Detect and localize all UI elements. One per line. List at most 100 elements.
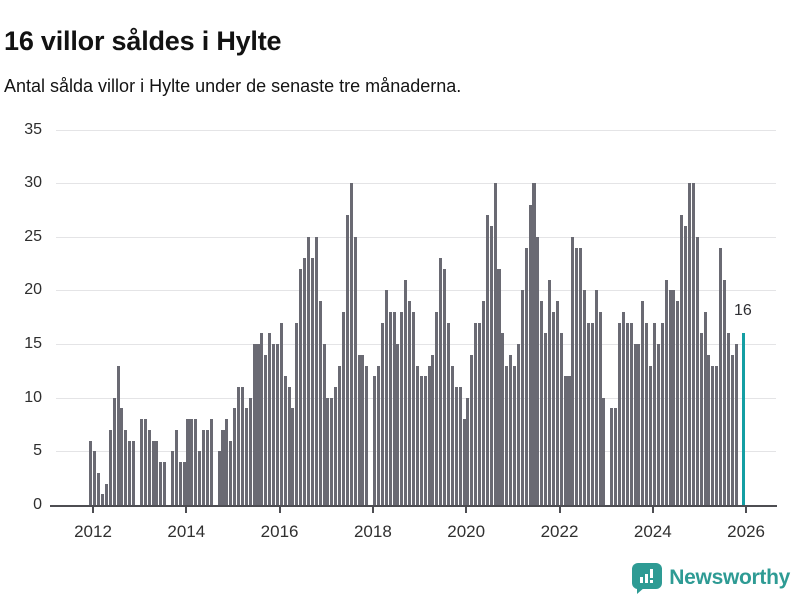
bar <box>513 365 517 505</box>
gridline <box>56 290 776 292</box>
bar <box>283 376 287 505</box>
bar <box>349 183 353 505</box>
bar <box>264 354 268 505</box>
bar <box>112 397 116 505</box>
bar <box>583 290 587 505</box>
bar <box>299 269 303 505</box>
bar <box>151 440 155 505</box>
bar <box>524 247 528 505</box>
bar <box>544 333 548 505</box>
x-tick <box>371 507 374 513</box>
bar <box>310 258 314 505</box>
bar <box>217 451 221 505</box>
bar <box>454 387 458 505</box>
bar <box>481 301 485 505</box>
bar <box>190 419 194 505</box>
bar <box>470 354 474 505</box>
bar <box>610 408 614 505</box>
bar <box>100 494 104 505</box>
bar <box>691 183 695 505</box>
bar <box>268 333 272 505</box>
x-tick-label: 2018 <box>353 522 392 541</box>
bar <box>489 226 493 505</box>
bar <box>396 344 400 505</box>
bar <box>295 322 299 505</box>
bar <box>318 301 322 505</box>
bar <box>392 311 396 505</box>
bar <box>532 183 536 505</box>
bar <box>579 247 583 505</box>
gridline <box>56 236 776 238</box>
bar <box>485 215 489 505</box>
bar <box>559 333 563 505</box>
bar <box>408 301 412 505</box>
bar <box>509 354 513 505</box>
bar <box>645 322 649 505</box>
bar <box>174 429 178 505</box>
bar <box>221 429 225 505</box>
bar <box>124 429 128 505</box>
bar <box>621 311 625 505</box>
bar <box>411 311 415 505</box>
bar <box>202 429 206 505</box>
x-axis-line <box>50 505 777 507</box>
bar <box>699 333 703 505</box>
x-tick <box>465 507 468 513</box>
bar <box>450 365 454 505</box>
x-tick <box>278 507 281 513</box>
bar <box>260 333 264 505</box>
bar <box>159 462 163 505</box>
bar <box>695 236 699 505</box>
bar <box>668 290 672 505</box>
bar <box>97 472 101 505</box>
bar <box>637 344 641 505</box>
bar <box>462 419 466 505</box>
bar <box>326 397 330 505</box>
bar <box>594 290 598 505</box>
bar <box>466 397 470 505</box>
bar <box>376 365 381 505</box>
bar <box>89 440 93 505</box>
bar <box>567 376 571 505</box>
bar <box>649 365 653 505</box>
bar <box>353 236 357 505</box>
bar <box>209 419 213 505</box>
bar <box>703 311 707 505</box>
bar <box>726 333 730 505</box>
bar <box>357 354 361 505</box>
y-tick-label: 35 <box>24 120 42 138</box>
bar <box>338 365 342 505</box>
bar <box>664 279 668 505</box>
bar <box>555 301 559 505</box>
x-tick <box>651 507 654 513</box>
bar <box>345 215 349 505</box>
bar <box>400 311 404 505</box>
bar <box>493 183 497 505</box>
bar <box>719 247 723 505</box>
bar <box>602 397 606 505</box>
bar <box>528 204 532 505</box>
bar <box>439 258 443 505</box>
bar <box>163 462 167 505</box>
bar <box>586 322 590 505</box>
bar <box>108 429 112 505</box>
bar <box>520 290 524 505</box>
bar <box>322 344 326 505</box>
bar <box>314 236 318 505</box>
bar <box>194 419 198 505</box>
bar <box>104 483 108 505</box>
bar <box>443 269 447 505</box>
highlight-bar <box>742 333 746 505</box>
bar <box>625 322 629 505</box>
bar <box>415 365 419 505</box>
bar <box>116 365 120 505</box>
bar <box>446 322 450 505</box>
bar <box>330 397 334 505</box>
bar <box>361 354 365 505</box>
bar <box>384 290 388 505</box>
bar <box>516 344 520 505</box>
bar <box>660 322 664 505</box>
bar <box>373 376 377 505</box>
x-tick-label: 2016 <box>260 522 299 541</box>
bar <box>334 387 338 505</box>
